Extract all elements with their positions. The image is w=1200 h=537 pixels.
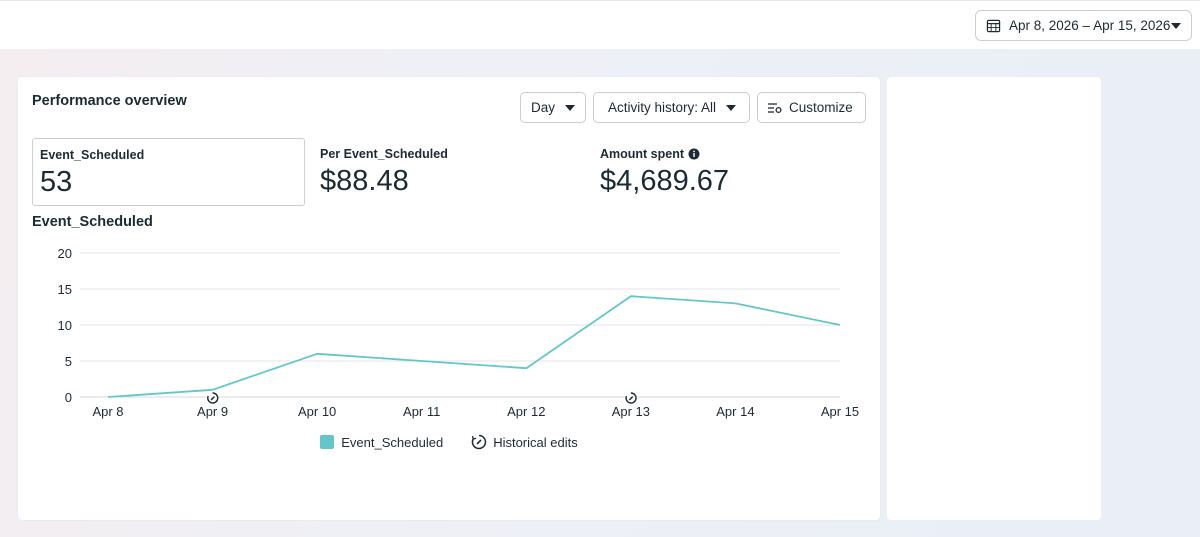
metric-value: 53 [40, 166, 73, 198]
customize-settings-icon [768, 102, 782, 114]
chart-title: Event_Scheduled [32, 214, 153, 230]
granularity-label: Day [531, 100, 556, 115]
activity-history-label: Activity history: All [608, 100, 717, 115]
y-tick-label: 20 [58, 246, 72, 261]
metric-per-event-scheduled[interactable]: Per Event_Scheduled $88.48 [313, 138, 573, 206]
metric-amount-spent[interactable]: Amount spent $4,689.67 [593, 138, 853, 206]
legend-item-event-scheduled[interactable]: Event_Scheduled [320, 435, 443, 450]
x-tick-label: Apr 13 [612, 404, 650, 419]
caret-down-icon [565, 104, 576, 111]
x-tick-label: Apr 9 [197, 404, 228, 419]
y-tick-label: 10 [58, 318, 72, 333]
activity-history-dropdown[interactable]: Activity history: All [593, 92, 750, 123]
x-tick-label: Apr 8 [92, 404, 123, 419]
caret-down-icon [726, 104, 737, 111]
date-range-picker[interactable]: Apr 8, 2026 – Apr 15, 2026 [975, 10, 1192, 41]
data-point [211, 388, 215, 392]
y-tick-label: 0 [65, 390, 72, 405]
metric-label: Amount spent [600, 147, 685, 161]
series-line [107, 295, 841, 398]
historical-edits-icon [471, 434, 487, 450]
historical-edit-marker-icon[interactable] [624, 391, 638, 405]
x-tick-label: Apr 15 [821, 404, 859, 419]
legend-swatch [320, 435, 335, 449]
page-title: Performance overview [32, 93, 187, 109]
data-point [420, 359, 424, 363]
legend-label: Historical edits [493, 434, 578, 450]
y-tick-label: 15 [58, 282, 72, 297]
caret-down-icon [1171, 22, 1181, 29]
metric-value: $88.48 [320, 165, 409, 197]
x-tick-label: Apr 12 [507, 404, 545, 419]
legend-label: Event_Scheduled [341, 434, 444, 450]
metric-label-row: Amount spent [600, 147, 700, 161]
metric-event-scheduled[interactable]: Event_Scheduled 53 [32, 138, 305, 206]
performance-overview-card: Performance overview Day Activity histor… [18, 77, 880, 520]
x-tick-label: Apr 14 [716, 404, 754, 419]
metric-label: Per Event_Scheduled [320, 147, 448, 161]
metric-label: Event_Scheduled [40, 148, 145, 162]
info-icon[interactable] [688, 148, 700, 160]
customize-button[interactable]: Customize [757, 92, 866, 123]
metric-value: $4,689.67 [600, 165, 730, 197]
data-point [629, 294, 633, 298]
data-point [315, 352, 319, 356]
x-tick-label: Apr 10 [298, 404, 336, 419]
data-point [838, 323, 842, 327]
top-bar: Apr 8, 2026 – Apr 15, 2026 [0, 0, 1200, 49]
y-tick-label: 5 [65, 354, 72, 369]
calendar-icon [986, 18, 1001, 33]
granularity-dropdown[interactable]: Day [520, 92, 586, 123]
x-tick-label: Apr 11 [403, 404, 440, 419]
chart-legend: Event_Scheduled Historical edits [18, 434, 880, 450]
historical-edit-marker-icon[interactable] [206, 391, 220, 405]
line-chart: 0 5 10 15 20 Apr 8 Apr 9 Apr 10 Apr 11 Apr 12 Apr … [58, 246, 860, 419]
customize-label: Customize [789, 100, 853, 115]
legend-item-historical-edits[interactable]: Historical edits [471, 434, 578, 450]
data-point [733, 301, 737, 305]
date-range-label: Apr 8, 2026 – Apr 15, 2026 [1009, 18, 1171, 33]
data-point [106, 395, 110, 399]
side-panel [887, 77, 1101, 520]
data-point [524, 366, 528, 370]
